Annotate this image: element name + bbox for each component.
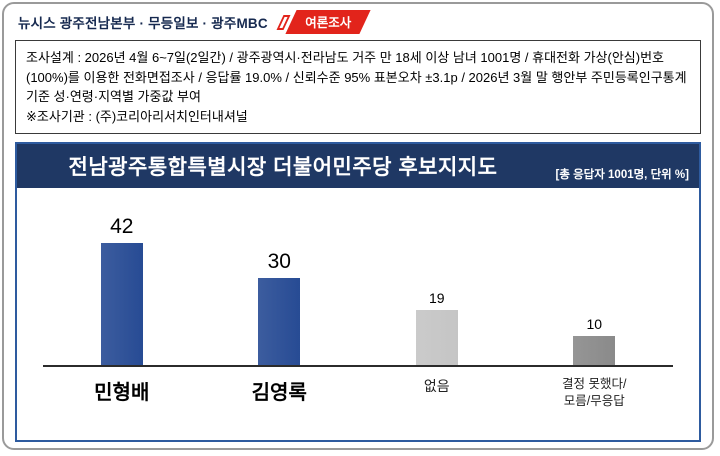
poll-badge: 여론조사 [276, 10, 371, 34]
badge-label: 여론조사 [305, 16, 352, 30]
bar-value: 30 [267, 250, 291, 273]
bar-value: 19 [428, 290, 445, 306]
bar [573, 336, 616, 365]
bar-value: 42 [110, 215, 134, 238]
badge-shape: 여론조사 [285, 10, 371, 34]
survey-design-text: 조사설계 : 2026년 4월 6~7일(2일간) / 광주광역시·전라남도 거… [26, 50, 687, 104]
bar [100, 243, 143, 365]
bar-group-none: 19 [358, 290, 516, 365]
poll-graphic-frame: 뉴시스 광주전남본부 · 무등일보 · 광주MBC 여론조사 조사설계 : 20… [2, 2, 714, 450]
survey-agency-text: ※조사기관 : (주)코리아리서치인터내셔널 [26, 108, 248, 124]
source-title: 뉴시스 광주전남본부 · 무등일보 · 광주MBC [18, 16, 268, 31]
survey-design-box: 조사설계 : 2026년 4월 6~7일(2일간) / 광주광역시·전라남도 거… [15, 40, 701, 134]
bars-area: 42 30 19 10 [43, 200, 673, 367]
category-label: 김영록 [251, 382, 307, 404]
category-label: 결정 못했다/ 모름/무응답 [562, 377, 627, 408]
bar-group-kimyoungrok: 30 [201, 250, 359, 365]
header: 뉴시스 광주전남본부 · 무등일보 · 광주MBC 여론조사 [4, 4, 712, 37]
chart-titlebar: 전남광주통합특별시장 더불어민주당 후보지지도 [총 응답자 1001명, 단위… [17, 144, 699, 188]
bar [258, 278, 301, 365]
category-label: 없음 [423, 378, 450, 394]
category-label: 민형배 [94, 382, 150, 404]
x-axis-labels: 민형배 김영록 없음 결정 못했다/ 모름/무응답 [43, 367, 673, 410]
chart-note: [총 응답자 1001명, 단위 %] [555, 169, 689, 181]
bar-chart: 42 30 19 10 민형배 김영록 없음 [17, 188, 699, 410]
bar [415, 310, 458, 365]
bar-group-minhyungbae: 42 [43, 215, 201, 365]
bar-value: 10 [586, 316, 603, 332]
chart-title: 전남광주통합특별시장 더불어민주당 후보지지도 [68, 156, 498, 179]
bar-group-undecided: 10 [516, 316, 674, 365]
chart-panel: 전남광주통합특별시장 더불어민주당 후보지지도 [총 응답자 1001명, 단위… [15, 142, 701, 442]
